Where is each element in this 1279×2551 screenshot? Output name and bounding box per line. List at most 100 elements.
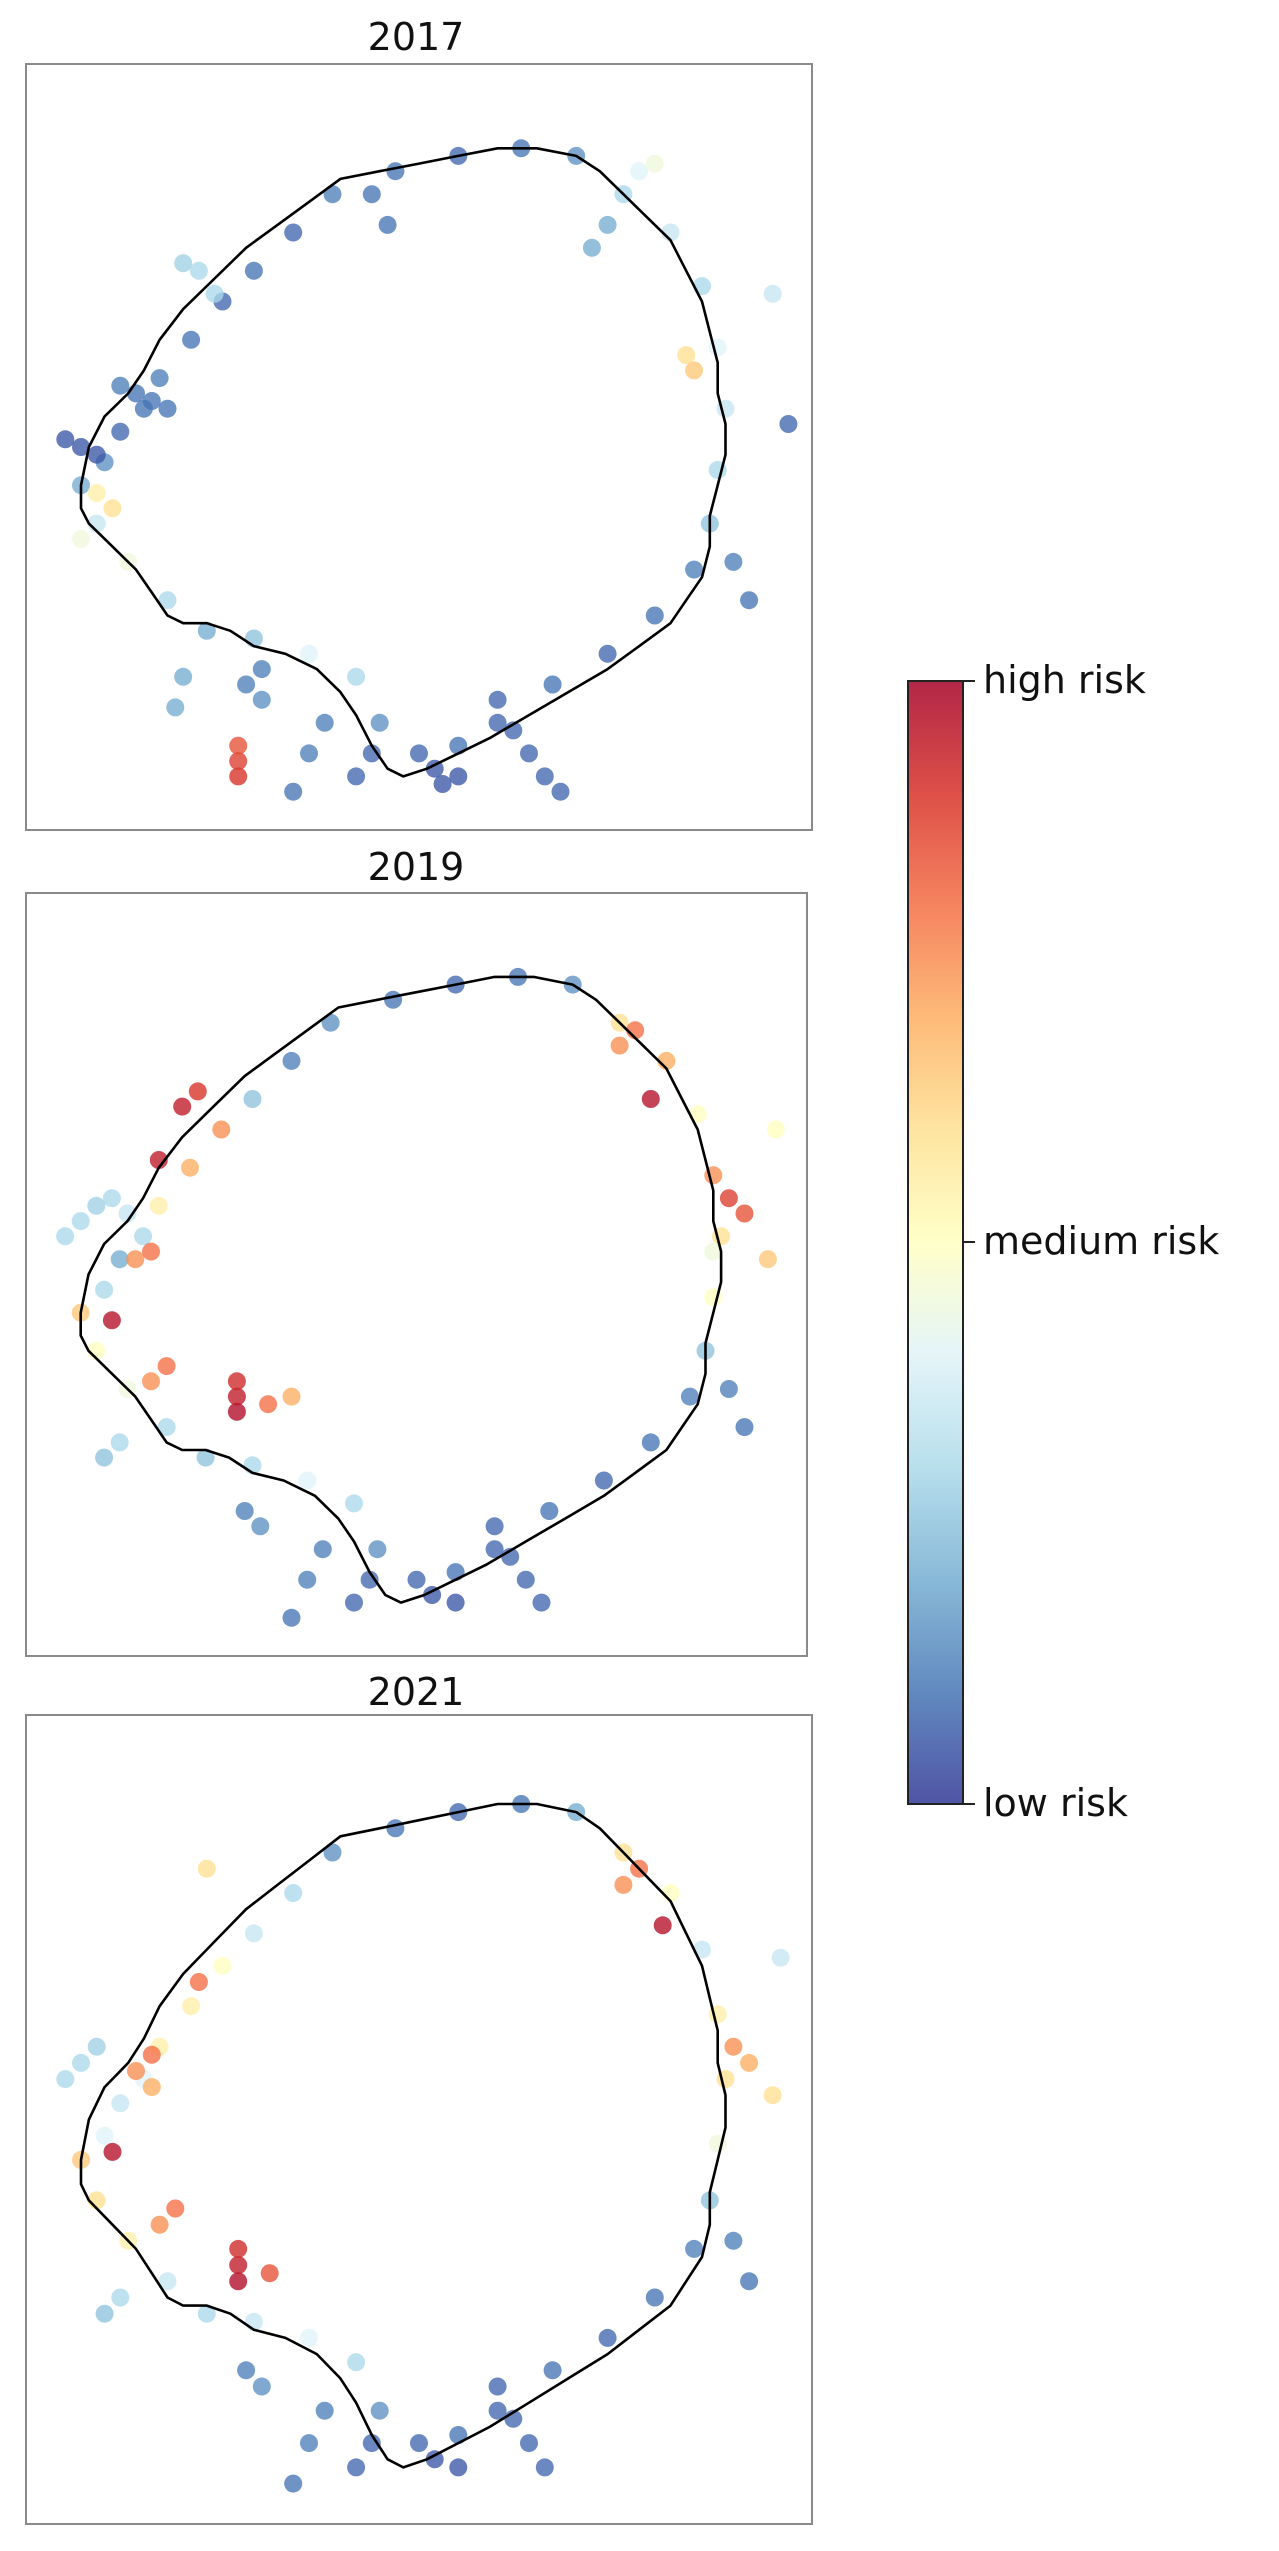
data-point (362, 2434, 381, 2453)
data-point (763, 2086, 782, 2105)
plot-frame (25, 63, 813, 831)
data-point (645, 606, 664, 625)
data-point (111, 2094, 130, 2113)
data-point (685, 2239, 704, 2258)
data-point (543, 675, 562, 694)
data-point (704, 1242, 723, 1261)
data-point (103, 2142, 122, 2161)
data-point (693, 1940, 711, 1959)
data-point (87, 2037, 106, 2056)
colorbar-label-low: low risk (983, 1781, 1128, 1825)
data-point (598, 215, 617, 234)
data-point (237, 2361, 256, 2380)
data-point (142, 1242, 160, 1261)
colorbar: high risk medium risk low risk (907, 658, 1219, 1825)
data-point (323, 185, 342, 204)
data-point (740, 2272, 759, 2291)
plot-frame (25, 1714, 813, 2525)
data-point (158, 399, 177, 418)
data-point (543, 2361, 562, 2380)
data-point (779, 415, 798, 433)
data-point (72, 529, 90, 548)
data-point (189, 1973, 208, 1991)
data-point (251, 1517, 270, 1536)
data-point (212, 1120, 231, 1139)
data-point (535, 767, 554, 786)
data-point (598, 644, 617, 663)
data-point (149, 1196, 168, 1215)
data-point (158, 591, 177, 610)
data-point (157, 1357, 176, 1376)
panel-2017: 2017 (25, 15, 813, 831)
data-point (102, 1189, 121, 1208)
data-point (610, 1036, 629, 1055)
data-point (315, 713, 334, 732)
data-point (282, 1608, 301, 1627)
data-point (740, 2053, 759, 2072)
data-point (142, 392, 161, 410)
coastline-line (79, 147, 727, 778)
data-point (685, 560, 704, 579)
data-point (449, 767, 468, 786)
data-point (95, 1448, 114, 1467)
data-point (150, 2215, 169, 2234)
data-point (680, 1387, 699, 1406)
data-point (535, 2458, 554, 2477)
data-point (370, 713, 389, 732)
data-point (347, 767, 366, 786)
data-point (95, 1280, 114, 1299)
data-point (370, 2401, 389, 2420)
data-point (188, 1082, 207, 1101)
data-point (71, 1212, 90, 1231)
data-point (315, 2401, 334, 2420)
data-point (300, 744, 318, 763)
data-point (347, 667, 366, 686)
data-point (677, 346, 696, 365)
data-point (110, 1250, 129, 1269)
data-point (142, 1372, 160, 1391)
colorbar-label-medium: medium risk (983, 1219, 1219, 1263)
data-point (630, 162, 649, 181)
data-point (347, 2353, 366, 2372)
data-point (735, 1204, 754, 1223)
data-point (227, 1402, 246, 1421)
coastline-line (79, 975, 723, 1604)
data-point (142, 2078, 161, 2097)
colorbar-label-high: high risk (983, 658, 1146, 702)
data-point (111, 422, 130, 441)
data-point (345, 1593, 363, 1612)
data-point (488, 2401, 507, 2420)
data-point (582, 238, 601, 257)
panel-2019: 2019 (25, 845, 808, 1657)
data-point (724, 2231, 743, 2250)
data-point (298, 1570, 317, 1589)
data-point (520, 744, 538, 763)
data-point (771, 1948, 790, 1967)
data-point (688, 1105, 707, 1124)
data-point (645, 2288, 664, 2307)
data-point (197, 621, 216, 640)
data-point (300, 2434, 318, 2453)
data-point (520, 2434, 538, 2453)
data-point (614, 1875, 633, 1894)
data-point (229, 2239, 248, 2258)
data-point (551, 782, 570, 801)
data-point (485, 1540, 504, 1559)
data-point (410, 2434, 428, 2453)
scatter-points (56, 1795, 790, 2493)
data-point (182, 1997, 201, 2016)
data-point (182, 330, 201, 349)
data-point (229, 752, 248, 771)
data-point (142, 2045, 161, 2064)
data-point (693, 277, 711, 296)
data-point (197, 1859, 216, 1878)
data-point (244, 1924, 263, 1943)
data-point (87, 484, 106, 502)
data-point (260, 2264, 279, 2283)
data-point (532, 1593, 551, 1612)
panel-title: 2017 (368, 15, 465, 59)
data-point (594, 1471, 613, 1490)
data-point (653, 1916, 672, 1935)
data-point (641, 1433, 660, 1452)
